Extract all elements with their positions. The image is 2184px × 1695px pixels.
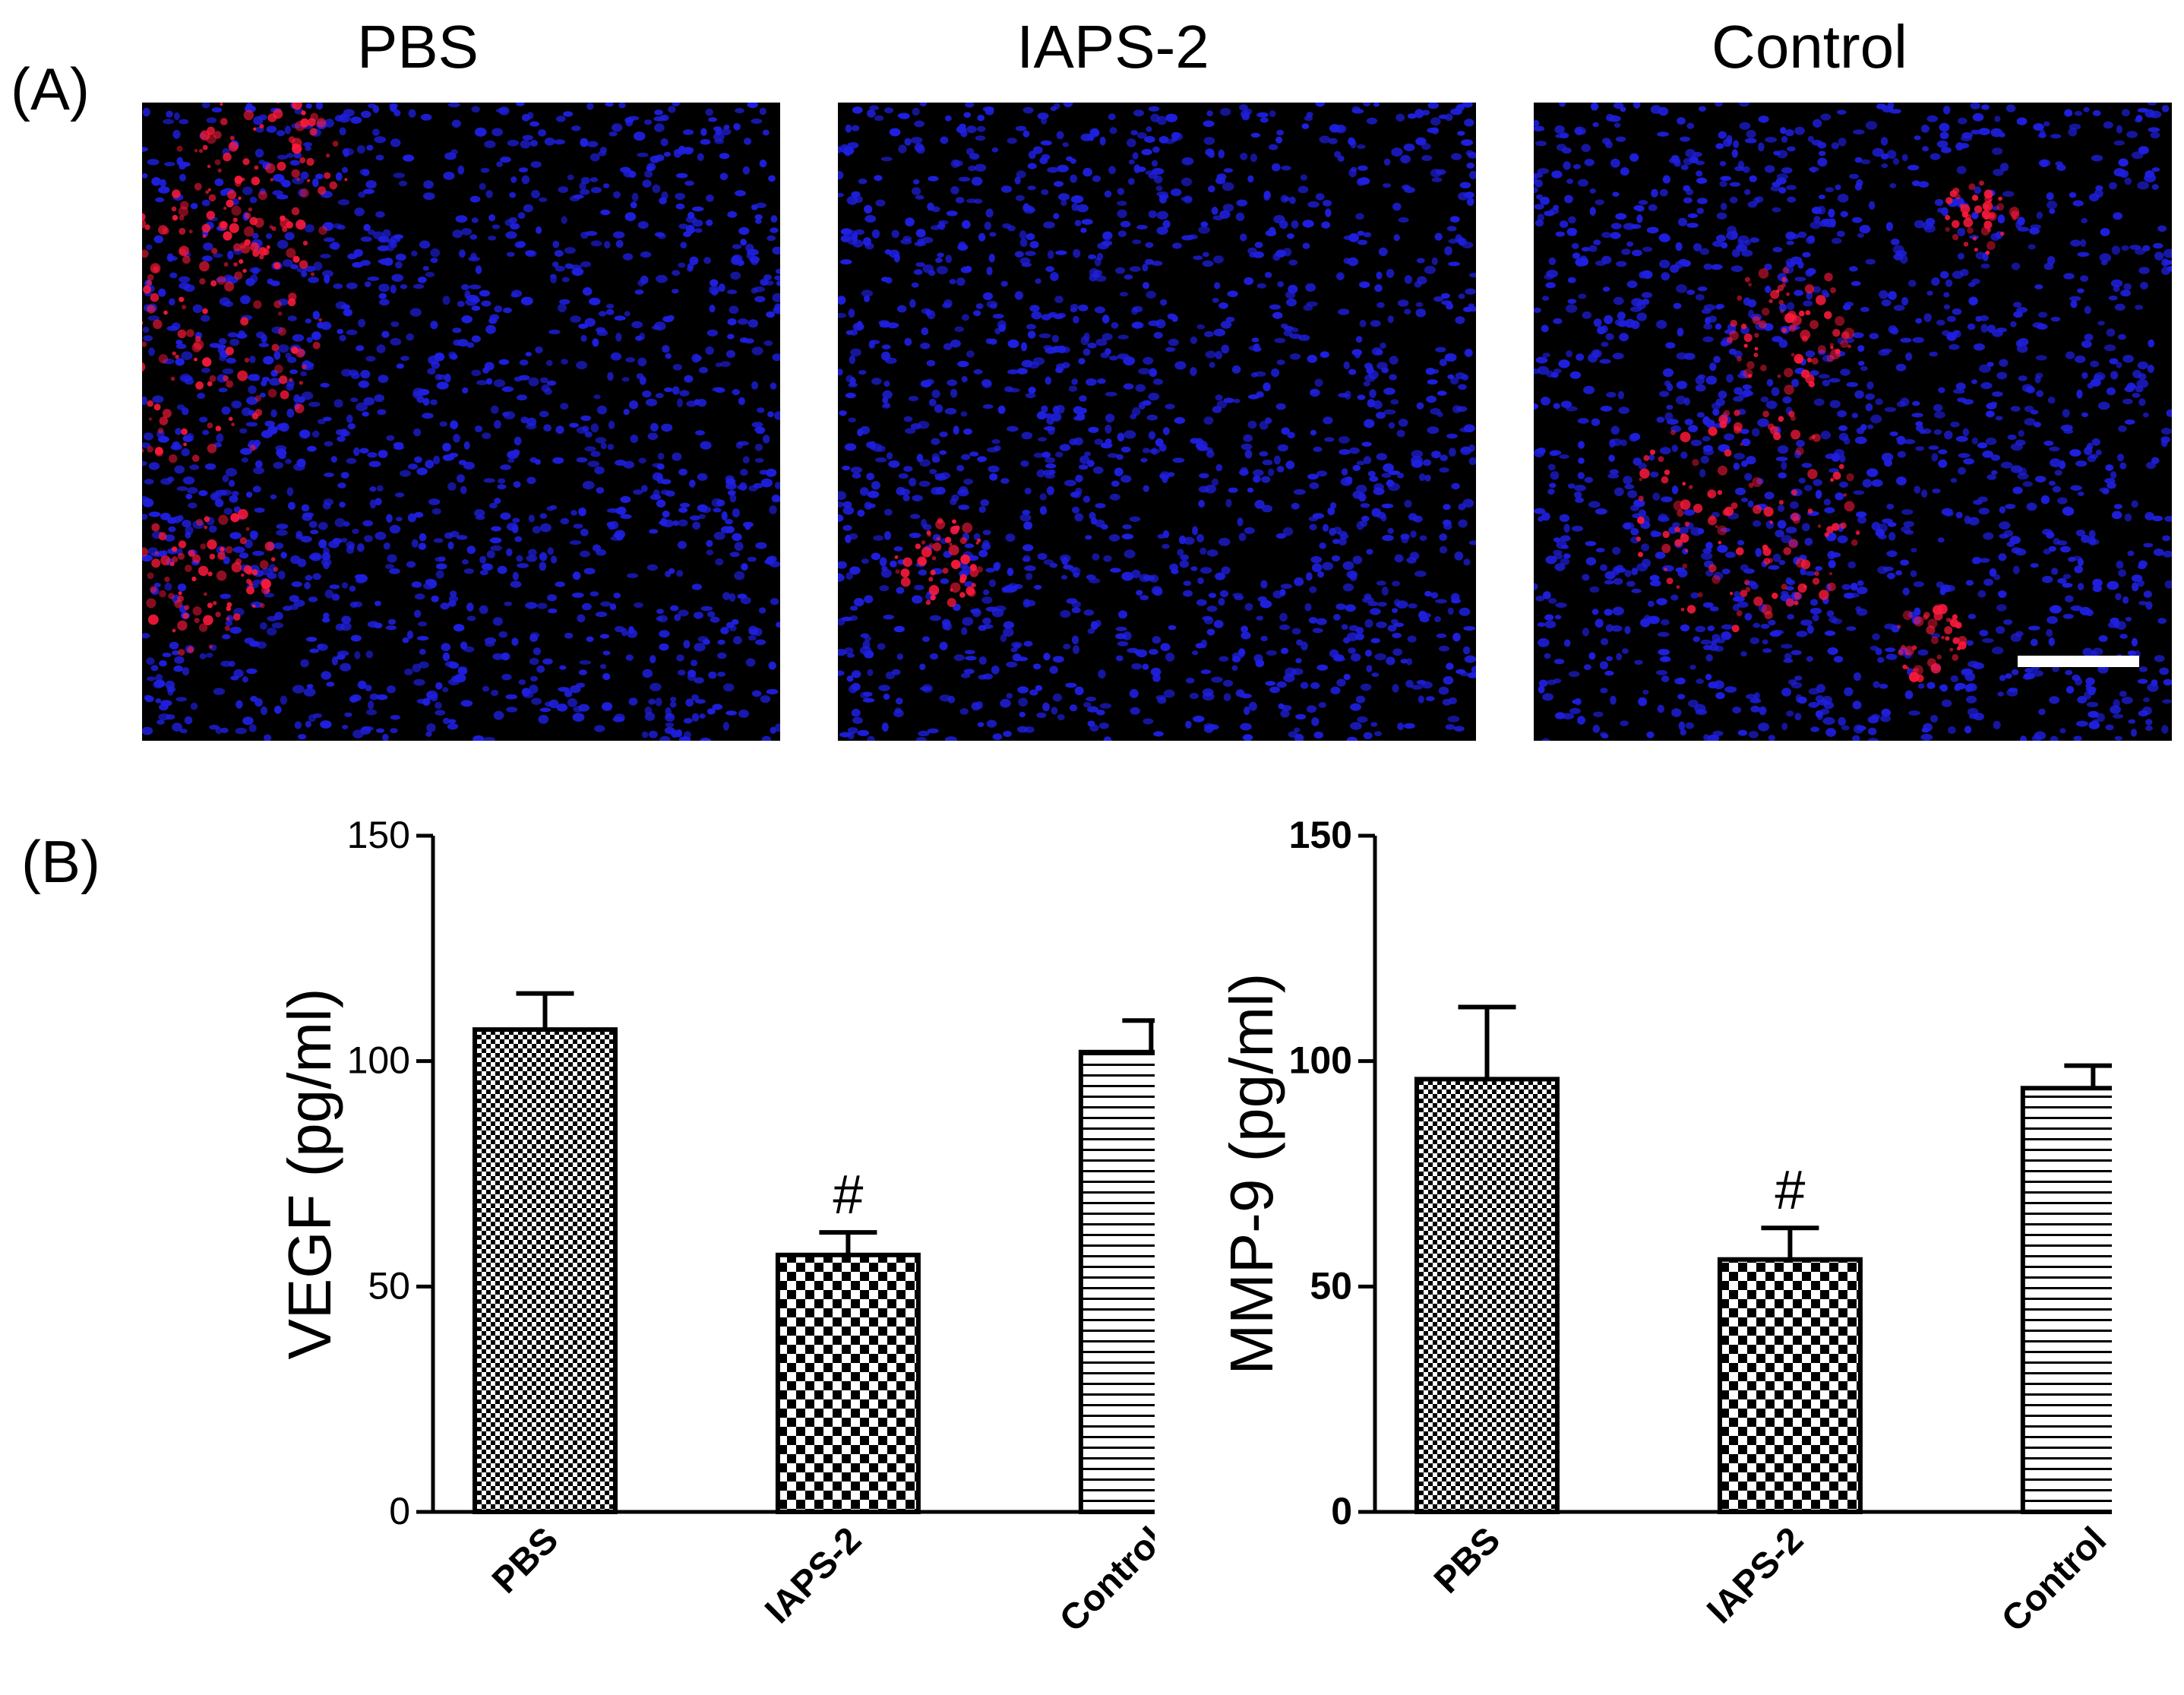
micrograph-control-canvas [1534, 103, 2172, 741]
nuclei-layer [838, 103, 1476, 741]
y-axis-label: VEGF (pg/ml) [276, 988, 343, 1360]
significance-annotation: # [1775, 1160, 1805, 1221]
micrograph-pbs-canvas [142, 103, 780, 741]
image-title-pbs: PBS [356, 13, 479, 81]
y-tick-label: 0 [389, 1490, 410, 1532]
stain-layer [142, 103, 348, 656]
stain-layer [894, 517, 983, 607]
y-tick-label: 50 [368, 1264, 410, 1307]
panel-b-label: (B) [21, 828, 100, 895]
bar-group: Control [1994, 1063, 2112, 1640]
bar-group: PBS [473, 991, 618, 1602]
bar-group: Control [1052, 1018, 1155, 1640]
bar [473, 1027, 618, 1514]
stain-layer [1636, 180, 2020, 683]
panel-a-label: (A) [11, 55, 90, 122]
y-tick-label: 150 [347, 814, 410, 856]
image-title-iaps2: IAPS-2 [1016, 13, 1209, 81]
x-tick-label: Control [1052, 1519, 1155, 1640]
y-tick-label: 50 [1310, 1264, 1352, 1307]
micrograph-pbs [142, 103, 780, 741]
y-tick-label: 100 [1289, 1039, 1352, 1082]
bar [775, 1252, 921, 1514]
bar [2020, 1086, 2112, 1514]
y-tick-label: 150 [1289, 814, 1352, 856]
micrograph-iaps2-canvas [838, 103, 1476, 741]
scale-bar [2018, 656, 2139, 667]
bar [1414, 1077, 1560, 1514]
micrograph-control [1534, 103, 2172, 741]
bar-group: IAPS-2 # [1699, 1160, 1863, 1631]
micrograph-iaps2 [838, 103, 1476, 741]
bar [1717, 1257, 1863, 1514]
y-tick-label: 0 [1331, 1490, 1352, 1532]
significance-annotation: # [833, 1165, 863, 1225]
bar-group: IAPS-2 # [757, 1165, 921, 1631]
x-tick-label: Control [1994, 1519, 2112, 1640]
y-axis-label: MMP-9 (pg/ml) [1218, 973, 1285, 1375]
x-tick-label: PBS [485, 1519, 566, 1601]
mmp9-bar-chart: 0 50 100 150 MMP-9 (pg/ml) PBS IAPS-2 # Control [1218, 814, 2112, 1640]
nuclei-layer [142, 103, 780, 741]
vegf-bar-chart: 0 50 100 150 VEGF (pg/ml) PBS IAPS-2 # Control [276, 814, 1155, 1640]
x-tick-label: IAPS-2 [757, 1519, 869, 1631]
x-tick-label: PBS [1427, 1519, 1508, 1601]
y-tick-label: 100 [347, 1039, 410, 1082]
image-title-control: Control [1711, 13, 1907, 81]
bar [1078, 1049, 1155, 1514]
x-tick-label: IAPS-2 [1699, 1519, 1811, 1631]
nuclei-layer [1534, 103, 2172, 741]
